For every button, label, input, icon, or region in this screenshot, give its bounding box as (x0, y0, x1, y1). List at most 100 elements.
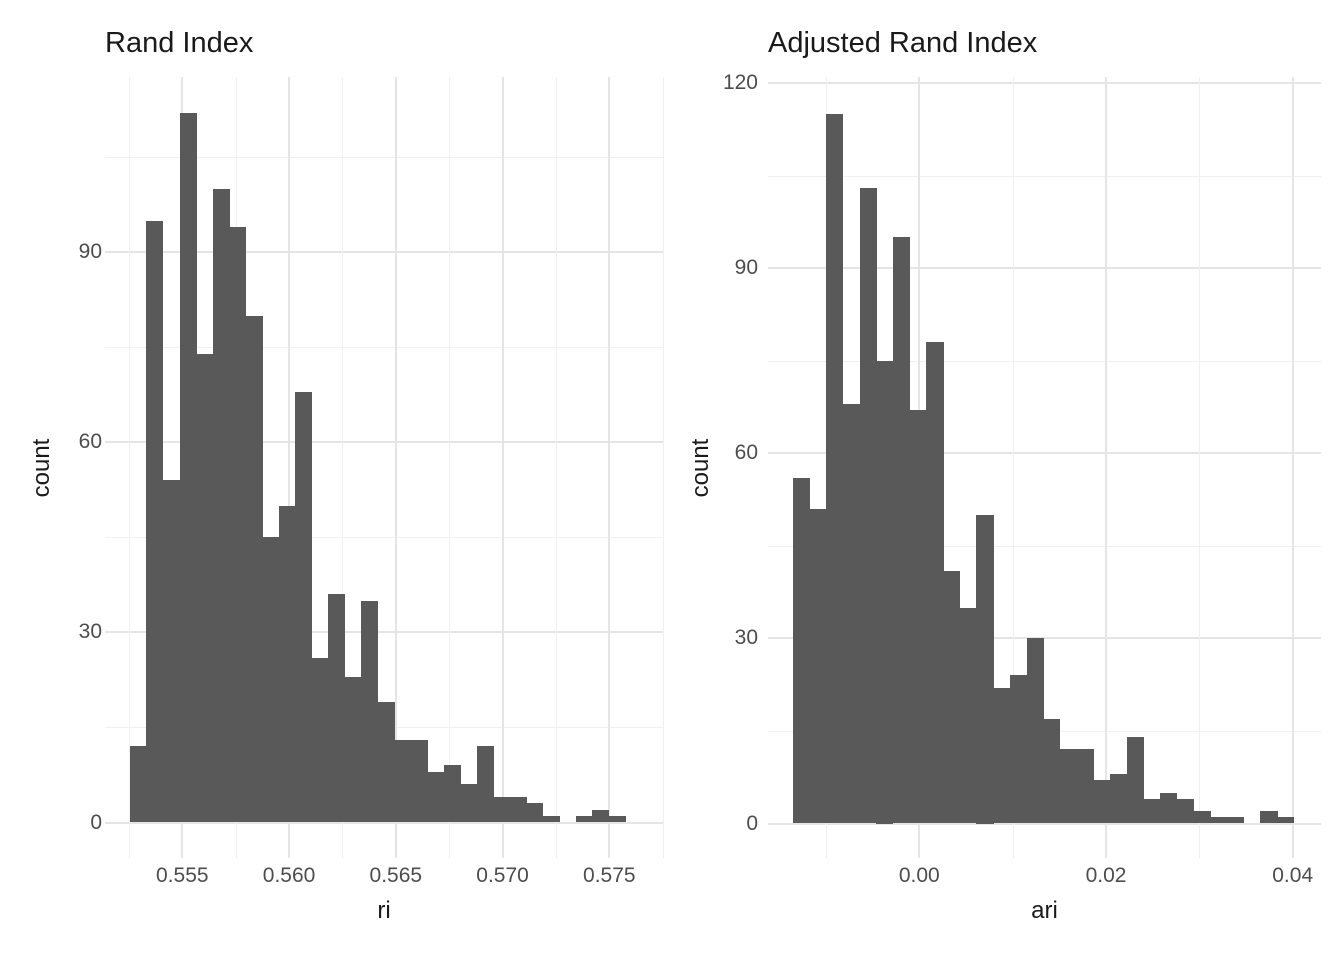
x-tick-label: 0.565 (369, 864, 423, 887)
histogram-bar (993, 687, 1011, 824)
y-tick-label: 90 (78, 240, 102, 264)
y-tick-label: 30 (734, 626, 758, 650)
x-gridline-minor (128, 77, 130, 858)
histogram-bar (1277, 817, 1295, 824)
histogram-bar (909, 410, 927, 824)
plot-panel-rand-index (105, 77, 664, 858)
histogram-bar (1193, 811, 1211, 824)
histogram-bar (842, 403, 860, 824)
histogram-bar (311, 657, 329, 823)
x-gridline-major (1291, 77, 1294, 858)
histogram-bar (443, 765, 461, 823)
x-tick-label: 0.570 (476, 864, 529, 887)
histogram-bar (1093, 780, 1111, 824)
y-tick-label: 30 (78, 620, 102, 644)
histogram-bar (1160, 792, 1178, 824)
x-gridline-major (288, 77, 291, 858)
x-axis-title-ri: ri (377, 897, 391, 924)
x-gridline-minor (1199, 77, 1201, 858)
x-tick-label: 0.00 (898, 864, 940, 887)
histogram-bar (410, 740, 428, 823)
histogram-bar (377, 702, 395, 823)
x-gridline-minor (662, 77, 664, 858)
histogram-bar (792, 477, 810, 824)
y-tick-label: 60 (78, 430, 102, 454)
histogram-bar (460, 784, 478, 823)
y-gridline-major (768, 452, 1321, 455)
histogram-bar (295, 391, 313, 823)
x-axis-title-ari: ari (1031, 897, 1058, 924)
x-gridline-major (1105, 77, 1107, 858)
histogram-bar (943, 570, 961, 824)
histogram-bar (344, 676, 362, 823)
histogram-bar (976, 515, 994, 824)
x-gridline-major (394, 77, 397, 858)
y-gridline-major (768, 267, 1321, 270)
x-tick-label: 0.02 (1085, 864, 1127, 887)
histogram-bar (1126, 737, 1144, 824)
y-gridline-major (105, 251, 663, 254)
histogram-bar (162, 480, 180, 823)
histogram-bar (892, 237, 911, 824)
x-gridline-major (608, 77, 611, 858)
y-gridline-major (105, 631, 663, 634)
x-tick-label: 0.575 (583, 864, 636, 887)
histogram-bar (542, 816, 560, 823)
y-gridline-major (768, 637, 1321, 640)
histogram-bar (926, 342, 944, 824)
y-gridline-minor (768, 360, 1321, 362)
histogram-bar (826, 113, 844, 824)
histogram-bar (1059, 749, 1078, 824)
x-gridline-minor (449, 77, 451, 858)
histogram-bar (1210, 817, 1228, 824)
histogram-bar (493, 797, 511, 823)
histogram-bar (427, 771, 445, 823)
histogram-bar (229, 226, 246, 823)
histogram-bar (129, 746, 147, 823)
histogram-bar (394, 740, 412, 823)
histogram-bar (575, 816, 593, 823)
histogram-bar (1260, 811, 1278, 824)
histogram-bar (196, 353, 213, 823)
histogram-bar (959, 607, 977, 824)
histogram-bar (859, 187, 877, 824)
plot-panel-adjusted-rand-index (768, 77, 1321, 858)
histogram-bar (476, 746, 494, 823)
y-tick-label: 60 (734, 441, 758, 465)
histogram-bar (262, 537, 280, 823)
y-tick-label: 120 (722, 71, 758, 95)
x-tick-label: 0.560 (262, 864, 316, 887)
y-gridline-major (768, 822, 1321, 825)
y-gridline-minor (105, 537, 663, 539)
histogram-bar (1026, 638, 1044, 824)
histogram-bar (212, 188, 230, 823)
histogram-bar (509, 797, 527, 823)
histogram-bar (278, 505, 296, 823)
x-tick-label: 0.555 (156, 864, 209, 887)
y-gridline-major (105, 821, 663, 824)
histogram-bar (361, 600, 379, 823)
histogram-bar (1076, 749, 1094, 824)
x-tick-label: 0.04 (1272, 864, 1314, 887)
histogram-bar (328, 594, 346, 823)
y-tick-label: 0 (90, 810, 102, 834)
histogram-bar (592, 809, 610, 823)
histogram-bar (526, 803, 544, 823)
y-tick-label: 90 (734, 256, 758, 280)
histogram-bar (1009, 675, 1027, 824)
x-gridline-major (501, 77, 504, 858)
histogram-bar (1143, 798, 1161, 824)
y-gridline-major (768, 82, 1321, 85)
chart-title-rand-index: Rand Index (105, 27, 254, 59)
x-gridline-minor (1012, 77, 1014, 858)
histogram-bar (1226, 817, 1245, 824)
histogram-bar (876, 360, 894, 824)
y-gridline-minor (105, 347, 663, 349)
x-gridline-minor (342, 77, 344, 858)
histogram-bar (1176, 798, 1194, 824)
y-gridline-major (105, 441, 663, 444)
histogram-bar (1110, 774, 1128, 824)
histogram-bar (245, 315, 263, 823)
y-gridline-minor (768, 545, 1321, 547)
